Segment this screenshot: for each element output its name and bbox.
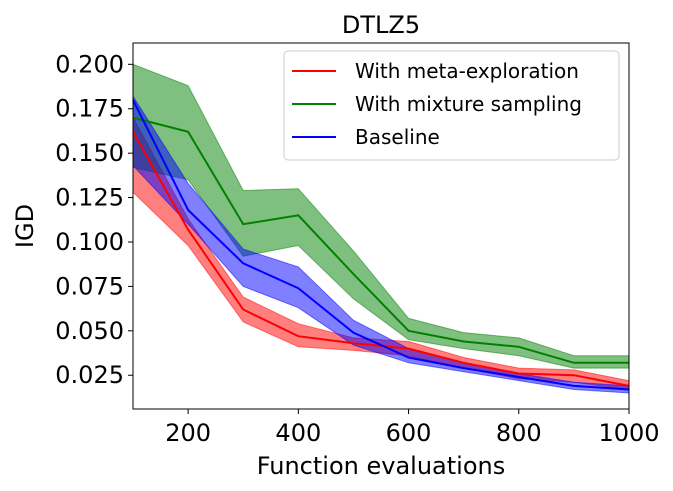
x-tick-label: 200: [165, 419, 211, 447]
series-lines: [132, 99, 630, 391]
x-tick-label: 1000: [598, 419, 659, 447]
x-axis-title: Function evaluations: [257, 452, 505, 480]
x-tick-label: 800: [496, 419, 542, 447]
line-baseline: [132, 99, 630, 391]
x-tick-label: 600: [386, 419, 432, 447]
y-tick-label: 0.050: [55, 317, 124, 345]
y-tick-label: 0.150: [55, 139, 124, 167]
chart-title: DTLZ5: [342, 11, 420, 39]
y-axis-title: IGD: [11, 204, 39, 248]
legend-box: [283, 50, 620, 161]
x-tick-label: 400: [275, 419, 321, 447]
y-axis: 0.025 0.050 0.075 0.100 0.125 0.150 0.175 0.200: [55, 50, 133, 389]
y-tick-label: 0.075: [55, 272, 124, 300]
legend-label-meta-exploration: With meta-exploration: [355, 59, 579, 83]
legend-label-baseline: Baseline: [355, 125, 440, 149]
legend: With meta-exploration With mixture sampl…: [283, 50, 620, 161]
y-tick-label: 0.125: [55, 184, 124, 212]
y-tick-label: 0.200: [55, 50, 124, 78]
line-with-mixture-sampling: [132, 116, 629, 364]
y-tick-label: 0.175: [55, 95, 124, 123]
y-tick-label: 0.025: [55, 361, 124, 389]
plot-frame: [132, 42, 630, 410]
x-axis: 200 400 600 800 1000: [165, 409, 660, 447]
y-tick-label: 0.100: [55, 228, 124, 256]
legend-label-mixture-sampling: With mixture sampling: [355, 92, 582, 116]
